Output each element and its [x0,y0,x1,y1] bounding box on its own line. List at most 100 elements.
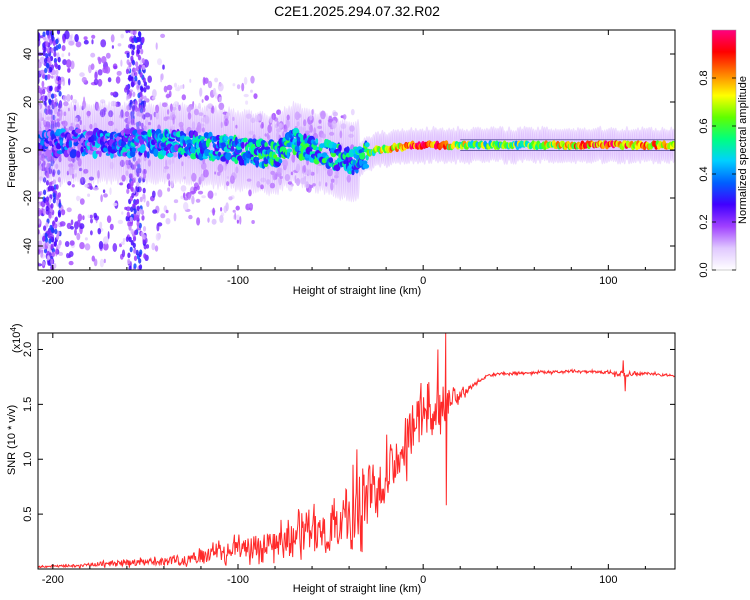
noise-speckle [201,195,206,199]
noise-speckle [245,113,252,119]
snr-multiplier-exp: 4 [9,327,18,332]
signal-blob [364,142,370,148]
noise-speckle [71,184,75,188]
noise-speckle [197,121,201,131]
noise-speckle [68,166,75,176]
noise-speckle [230,175,234,181]
noise-speckle [334,178,338,185]
noise-column-speckle [133,67,137,74]
noise-column-speckle [53,51,57,57]
noise-column-speckle [128,173,132,179]
noise-column-speckle [139,91,143,97]
noise-column-speckle [136,110,140,117]
noise-speckle [66,207,72,213]
noise-column-speckle [130,81,134,87]
noise-column-speckle [137,158,141,164]
noise-speckle [90,230,93,236]
noise-speckle [287,183,293,192]
noise-speckle [155,42,158,50]
noise-column-speckle [42,31,46,37]
noise-speckle [38,240,43,248]
noise-speckle [197,190,204,195]
noise-speckle [83,36,88,40]
signal-blob [143,150,148,158]
noise-speckle [155,104,160,114]
noise-column-speckle [142,114,146,120]
noise-speckle [101,56,107,64]
noise-column-speckle [50,47,54,54]
noise-speckle [172,106,177,111]
colorbar-frame [711,29,737,271]
noise-speckle [90,52,96,58]
noise-column-speckle [49,85,53,92]
noise-speckle [121,174,126,182]
snr-ticks: -200 -100 0 100 0.5 1.0 1.5 2.0 [22,333,675,586]
noise-speckle [250,75,255,84]
noise-speckle [223,164,228,171]
noise-column-speckle [139,107,144,114]
noise-speckle [70,122,73,127]
noise-speckle [120,109,124,118]
noise-column-speckle [136,44,140,51]
signal-blob [48,140,54,147]
signal-blob [76,150,81,158]
noise-speckle [66,59,72,68]
noise-column-speckle [48,168,53,174]
noise-column-speckle [44,67,48,74]
signal-blob [174,144,180,152]
noise-speckle [40,155,45,162]
noise-speckle [73,104,77,112]
noise-column-speckle [54,216,59,223]
noise-column-speckle [138,35,142,42]
spectrogram-y-tick-label: -40 [22,238,34,254]
noise-speckle [67,68,71,73]
noise-speckle [191,195,195,205]
noise-column-speckle [46,30,50,36]
snr-y-multiplier: (x104) [9,323,23,353]
noise-speckle [245,100,249,105]
noise-speckle [147,159,151,167]
noise-speckle [271,112,277,121]
noise-speckle [41,86,47,90]
noise-speckle [225,202,229,212]
noise-speckle [124,206,128,210]
noise-column-speckle [134,106,139,113]
noise-speckle [74,173,77,178]
noise-column-speckle [48,238,52,244]
figure-title: C2E1.2025.294.07.32.R02 [274,3,440,19]
noise-speckle [235,124,238,129]
signal-blob [351,169,355,176]
signal-blob [75,128,82,134]
noise-speckle [303,119,307,127]
noise-speckle [160,33,166,39]
noise-column-speckle [139,196,143,203]
noise-column-speckle [141,100,145,107]
noise-speckle [61,45,66,52]
noise-column-speckle [55,184,59,190]
signal-blob [129,150,136,158]
signal-blob [361,152,366,158]
noise-speckle [87,193,91,197]
noise-column-speckle [53,241,57,247]
noise-speckle [79,120,83,125]
noise-column-speckle [52,114,56,121]
noise-column-speckle [42,119,47,126]
noise-column-speckle [47,74,51,80]
signal-blob [167,152,174,158]
noise-speckle [115,76,121,84]
noise-speckle [86,110,91,117]
noise-speckle [109,187,112,195]
signal-blob [261,144,266,151]
noise-column-speckle [135,61,139,67]
noise-column-speckle [140,86,144,93]
noise-column-speckle [139,72,143,78]
noise-speckle [228,196,233,201]
noise-column-speckle [53,101,57,108]
noise-speckle [84,237,88,241]
noise-column-speckle [125,84,129,91]
spectrogram-frame [37,29,676,271]
noise-column-speckle [138,43,143,50]
noise-speckle [99,109,106,118]
noise-column-speckle [130,180,134,187]
